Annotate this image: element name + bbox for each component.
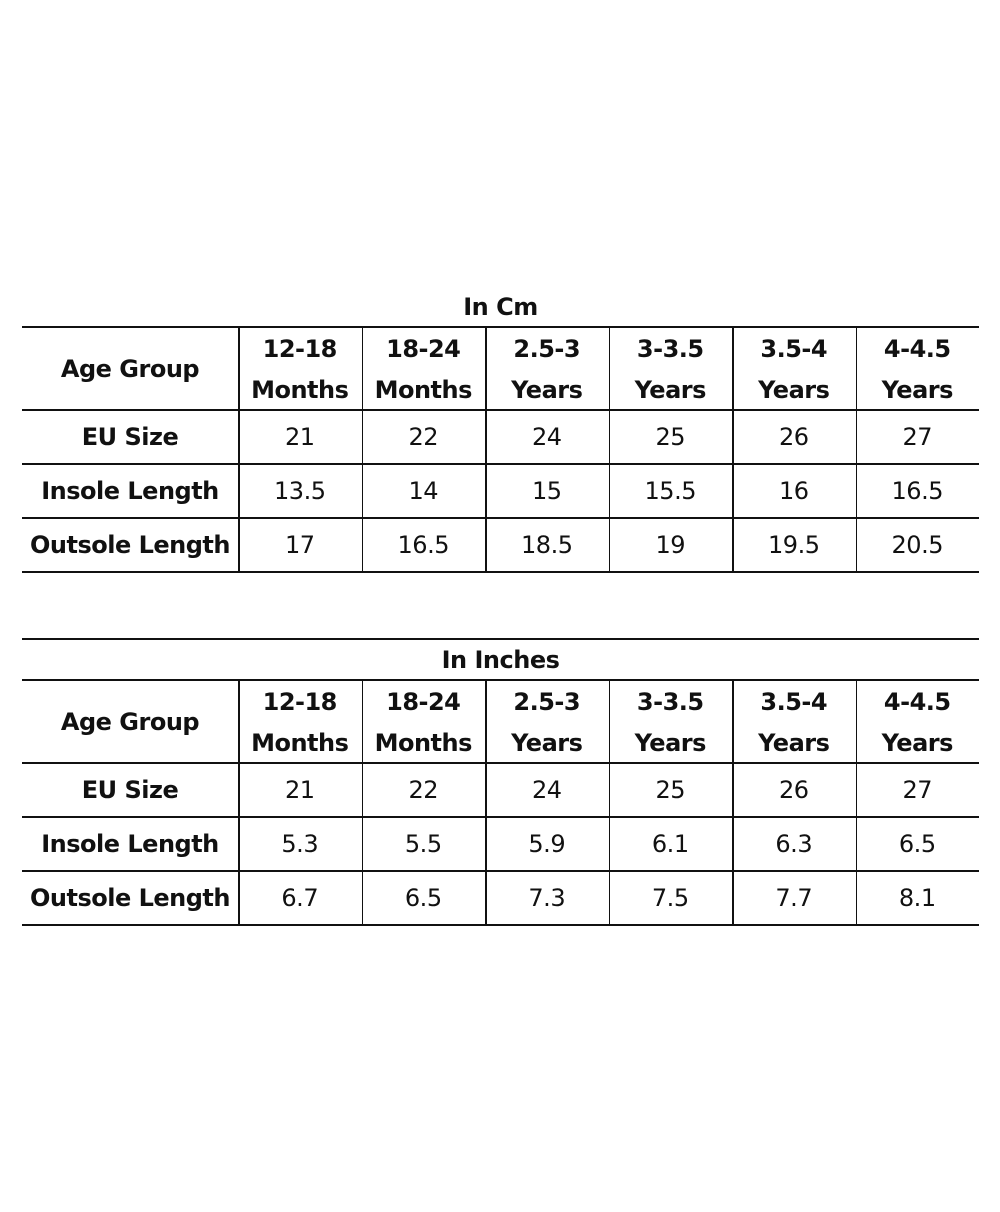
grid-line	[22, 870, 979, 872]
column-header: 4-4.5	[883, 688, 951, 716]
column-header: 4-4.5	[883, 335, 951, 363]
cell: 19	[655, 531, 686, 559]
column-header: Years	[881, 376, 954, 404]
row-label: Outsole Length	[30, 884, 231, 912]
table-title: In Cm	[463, 293, 538, 321]
cell: 26	[778, 776, 809, 804]
cell: 17	[284, 531, 315, 559]
row-label: Insole Length	[41, 477, 219, 505]
cell: 16.5	[397, 531, 450, 559]
cell: 8.1	[898, 884, 936, 912]
cell: 16	[778, 477, 809, 505]
cell: 22	[408, 776, 439, 804]
column-header: 12-18	[262, 688, 338, 716]
column-header: Months	[251, 376, 349, 404]
cell: 6.3	[775, 830, 813, 858]
grid-line	[485, 327, 487, 572]
column-header: 18-24	[386, 688, 461, 716]
cell: 5.5	[404, 830, 442, 858]
grid-line	[22, 816, 979, 818]
cell: 21	[284, 776, 315, 804]
cell: 13.5	[274, 477, 326, 505]
cell: 15.5	[644, 477, 697, 505]
cell: 25	[655, 423, 686, 451]
grid-line	[855, 327, 857, 572]
cell: 7.3	[528, 884, 566, 912]
column-header: 3.5-4	[760, 335, 828, 363]
column-header: 12-18	[262, 335, 338, 363]
grid-line	[22, 924, 979, 926]
table-title: In Inches	[441, 646, 560, 674]
grid-line	[22, 409, 979, 411]
cell: 7.7	[775, 884, 813, 912]
column-header: Years	[511, 376, 583, 404]
column-header: Months	[251, 729, 349, 757]
cell: 26	[778, 423, 809, 451]
grid-line	[361, 327, 363, 572]
grid-line	[608, 327, 610, 572]
cell: 7.5	[651, 884, 689, 912]
column-header: Years	[634, 729, 707, 757]
cell: 6.5	[898, 830, 936, 858]
row-label: EU Size	[81, 423, 179, 451]
column-header: Years	[511, 729, 583, 757]
grid-line	[22, 679, 979, 681]
cell: 15	[531, 477, 562, 505]
column-header: 2.5-3	[513, 688, 581, 716]
column-header: 3-3.5	[636, 688, 704, 716]
cell: 20.5	[891, 531, 944, 559]
row-label: Insole Length	[41, 830, 219, 858]
cell: 6.7	[281, 884, 319, 912]
cell: 16.5	[891, 477, 944, 505]
column-header: Months	[374, 729, 473, 757]
grid-line	[22, 762, 979, 764]
cell: 22	[408, 423, 439, 451]
column-header: 3.5-4	[760, 688, 828, 716]
cell: 27	[902, 423, 933, 451]
column-header: Years	[758, 376, 830, 404]
cell: 6.5	[404, 884, 442, 912]
grid-line	[485, 680, 487, 925]
column-header: 18-24	[386, 335, 461, 363]
column-header: 2.5-3	[513, 335, 581, 363]
cell: 5.9	[528, 830, 566, 858]
cell: 27	[902, 776, 933, 804]
grid-line	[732, 327, 734, 572]
rule	[22, 638, 979, 640]
cell: 24	[531, 776, 562, 804]
grid-line	[238, 680, 240, 925]
header-label: Age Group	[60, 354, 200, 383]
grid-line	[22, 463, 979, 465]
column-header: Months	[374, 376, 473, 404]
cell: 19.5	[768, 531, 820, 559]
grid-line	[855, 680, 857, 925]
grid-line	[732, 680, 734, 925]
header-label: Age Group	[60, 707, 200, 736]
cell: 25	[655, 776, 686, 804]
cell: 21	[284, 423, 315, 451]
grid-line	[238, 327, 240, 572]
cell: 18.5	[521, 531, 573, 559]
grid-line	[22, 517, 979, 519]
column-header: Years	[634, 376, 707, 404]
cell: 24	[531, 423, 562, 451]
column-header: Years	[758, 729, 830, 757]
grid-line	[361, 680, 363, 925]
grid-line	[22, 571, 979, 573]
column-header: Years	[881, 729, 954, 757]
cell: 6.1	[651, 830, 689, 858]
cell: 14	[408, 477, 439, 505]
row-label: Outsole Length	[30, 531, 231, 559]
grid-line	[22, 326, 979, 328]
row-label: EU Size	[81, 776, 179, 804]
column-header: 3-3.5	[636, 335, 704, 363]
cell: 5.3	[281, 830, 319, 858]
grid-line	[608, 680, 610, 925]
